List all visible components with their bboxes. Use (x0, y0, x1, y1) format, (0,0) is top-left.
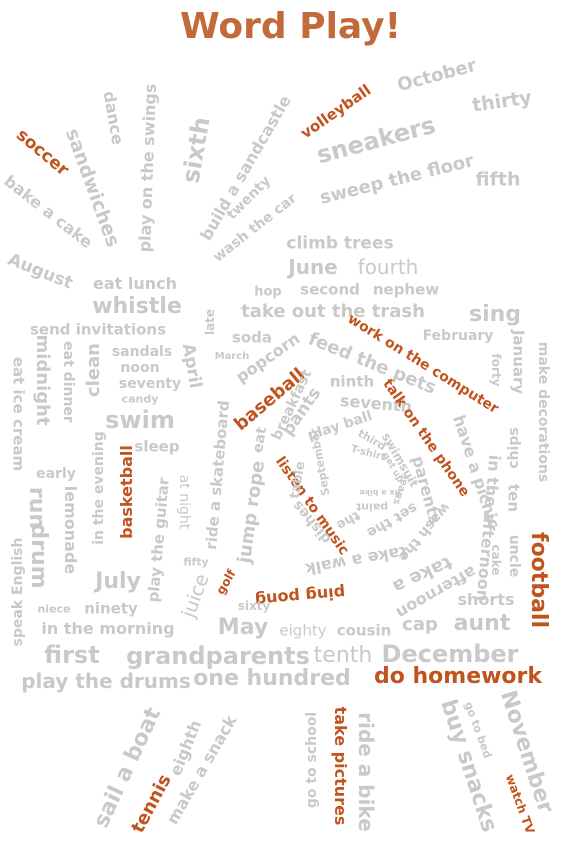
word-make-decorations: make decorations (535, 341, 551, 483)
word-play-the-guitar: play the guitar (144, 476, 173, 604)
word-at-night: at night (176, 474, 192, 530)
word-fourth: fourth (357, 255, 419, 279)
word-second: second (300, 280, 360, 299)
word-drum: drum (26, 523, 51, 589)
word-speak-english: speak English (10, 537, 26, 647)
word-late: late (203, 308, 217, 336)
word-in-the-morning: in the morning (41, 619, 175, 638)
word-fifty: fifty (183, 555, 209, 569)
word-football: football (526, 532, 551, 628)
word-first: first (44, 641, 100, 669)
word-candy: candy (121, 392, 159, 406)
word-fifth: fifth (475, 168, 521, 191)
word-paint: paint (355, 500, 389, 514)
word-dance: dance (99, 89, 128, 147)
word-eighty: eighty (279, 621, 327, 640)
word-clean: clean (83, 342, 104, 398)
word-august: August (5, 249, 76, 294)
word-forty: forty (489, 353, 503, 387)
word-sandals: sandals (111, 344, 173, 360)
word-ninth: ninth (329, 372, 375, 391)
word-in-the-evening: in the evening (91, 431, 107, 545)
word-swim: swim (105, 406, 175, 434)
word-jump-rope: jump rope (233, 459, 270, 565)
page-title: Word Play! (179, 6, 401, 47)
word-midnight: midnight (32, 334, 53, 426)
word-basketball: basketball (117, 445, 136, 539)
word-one-hundred: one hundred (193, 666, 351, 691)
word-eat-dinner: eat dinner (60, 341, 76, 423)
word-february: February (422, 328, 494, 344)
word-hop: hop (254, 284, 282, 300)
word-juice: juice (177, 571, 214, 621)
word-early: early (36, 466, 76, 482)
word-take-a-walk: take a walk (303, 542, 409, 579)
word-climb-trees: climb trees (286, 233, 394, 254)
word-june: June (288, 255, 338, 279)
word-eat-ice-cream: eat ice cream (9, 356, 28, 472)
word-listen-to-music: listen to music (272, 453, 352, 559)
word-tenth: tenth (313, 643, 373, 668)
word-sixth: sixth (176, 114, 216, 186)
word-sixty: sixty (237, 599, 271, 613)
word-take-pictures: take pictures (331, 706, 350, 826)
word-ninety: ninety (84, 599, 138, 618)
word-cousin: cousin (336, 621, 392, 640)
word-golf: golf (213, 567, 239, 597)
word-eat-lunch: eat lunch (92, 274, 178, 293)
word-may: May (217, 615, 269, 640)
word-shorts: shorts (457, 590, 515, 609)
word-whistle: whistle (92, 294, 182, 319)
word-tennis: tennis (127, 770, 176, 837)
word-december: December (381, 640, 519, 668)
word-go-to-school: go to school (304, 711, 320, 809)
word-soda: soda (231, 328, 273, 347)
word-uncle: uncle (506, 534, 522, 578)
word-send-invitations: send invitations (30, 320, 166, 339)
word-thirty: thirty (470, 86, 534, 117)
word-chips: chips (506, 427, 522, 469)
word-november: November (494, 687, 559, 817)
word-aunt: aunt (453, 611, 511, 636)
word-ten: ten (504, 483, 523, 513)
word-noon: noon (120, 360, 160, 376)
word-sleep: sleep (134, 437, 180, 456)
word-play-on-the-swings: play on the swings (135, 83, 160, 253)
word-ride-a-skateboard: ride a skateboard (202, 399, 233, 551)
word-july: July (95, 569, 141, 594)
word-seventy: seventy (118, 376, 182, 392)
word-play-the-drums: play the drums (21, 669, 191, 693)
word-eat: eat (249, 425, 271, 455)
word-cap: cap (402, 614, 438, 635)
word-january: January (509, 329, 528, 395)
word-sing: sing (468, 302, 522, 327)
word-do-homework: do homework (373, 664, 543, 689)
word-april: April (177, 341, 206, 390)
word-build-a-sandcastle: build a sandcastle (196, 91, 295, 244)
word-take-out-the-trash: take out the trash (241, 301, 425, 322)
word-lemonade: lemonade (61, 485, 80, 575)
word-niece: niece (37, 602, 71, 616)
word-march: March (214, 351, 250, 362)
word-october: October (395, 54, 479, 97)
word-the: the (333, 507, 363, 533)
word-ride-a-bike: ride a bike (354, 712, 378, 832)
word-grandparents: grandparents (126, 642, 310, 670)
word-nephew: nephew (372, 280, 440, 299)
word-cake: cake (489, 544, 503, 576)
